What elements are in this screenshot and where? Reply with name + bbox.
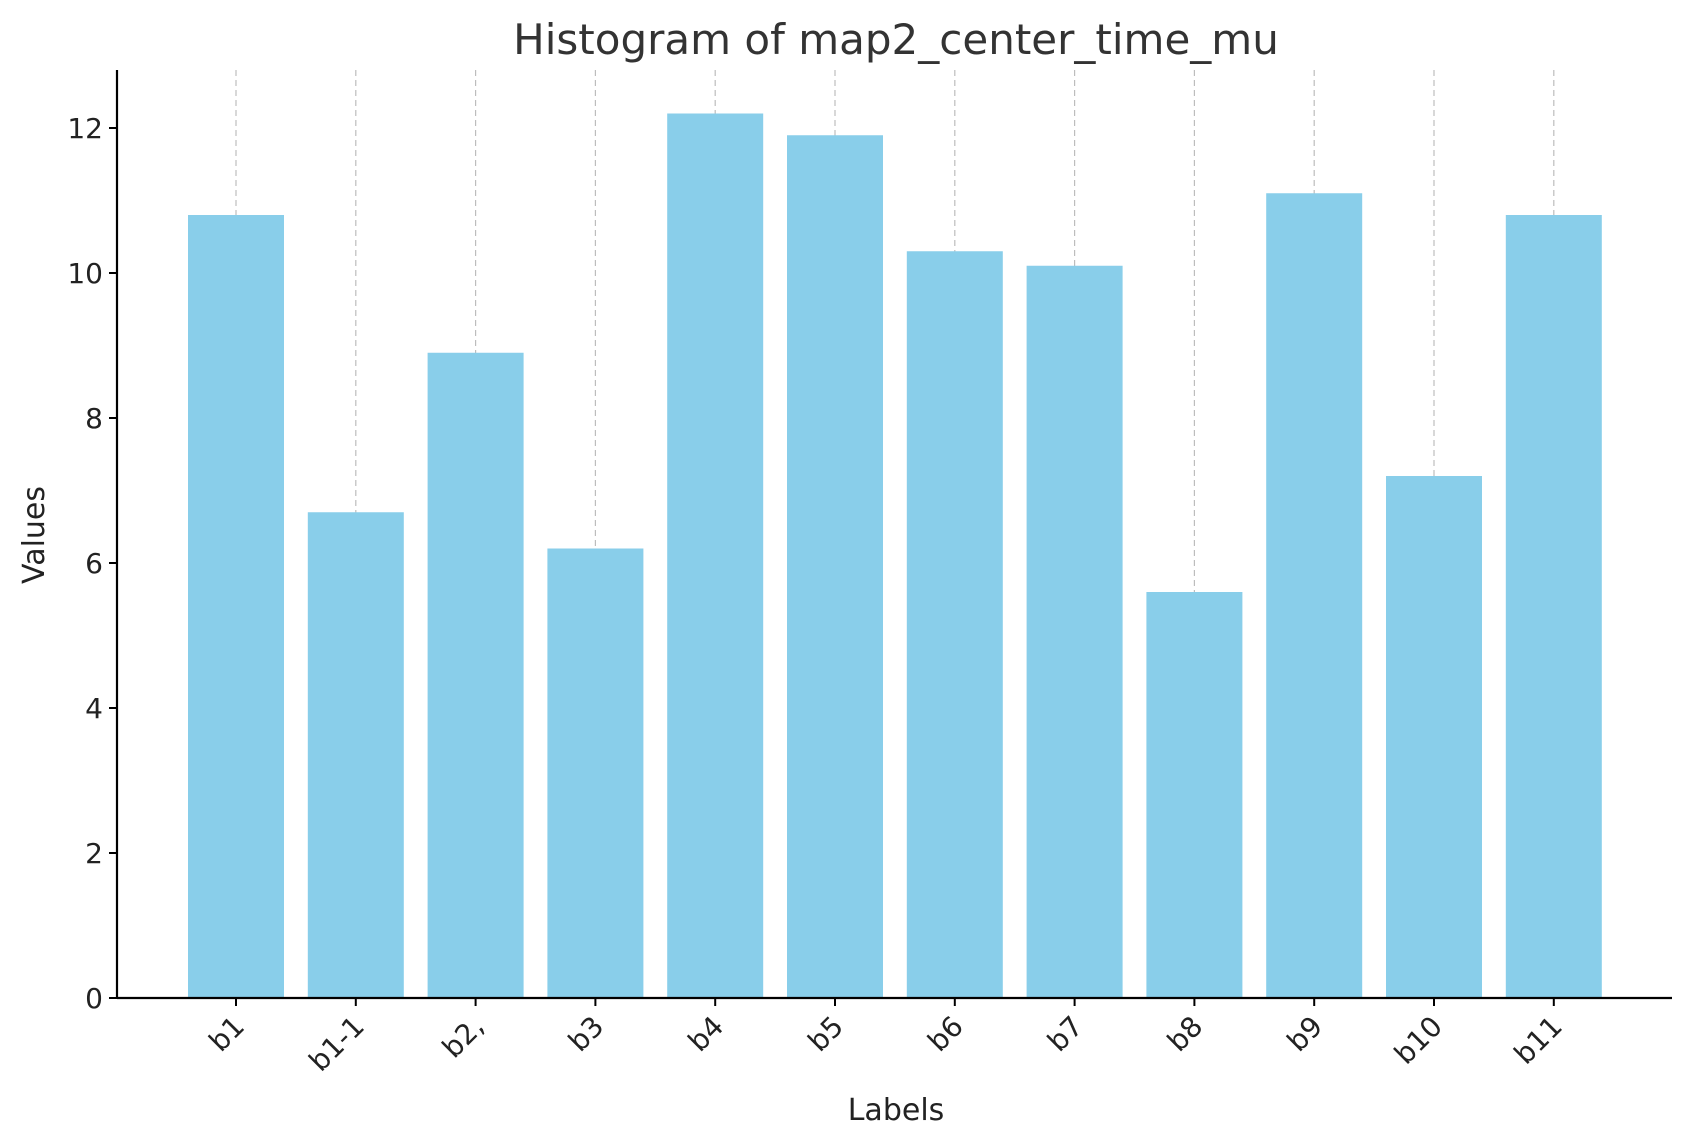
bar-b4 bbox=[667, 113, 764, 998]
x-tick-label: b8 bbox=[1161, 1010, 1210, 1059]
x-tick-label: b4 bbox=[682, 1010, 731, 1059]
bar-b7 bbox=[1026, 265, 1123, 998]
y-tick-label: 6 bbox=[85, 547, 103, 580]
x-tick-label: b1 bbox=[202, 1010, 251, 1059]
bar-b8 bbox=[1146, 592, 1243, 998]
bar-b2, bbox=[427, 352, 524, 998]
bar-b5 bbox=[787, 135, 883, 998]
x-tick-label: b7 bbox=[1041, 1010, 1090, 1059]
y-tick-label: 8 bbox=[85, 402, 103, 435]
x-tick-label: b11 bbox=[1508, 1010, 1569, 1071]
x-axis-label: Labels bbox=[848, 1093, 945, 1128]
x-ticks: b1 b1-1 b2, b3 b4 b5 b6 b7 b8 b9 b10 b11 bbox=[202, 998, 1569, 1078]
y-tick-label: 10 bbox=[67, 257, 103, 290]
axes bbox=[115, 70, 1672, 1000]
x-tick-label: b5 bbox=[801, 1010, 850, 1059]
bar-b3 bbox=[547, 548, 644, 998]
chart-title: Histogram of map2_center_time_mu bbox=[513, 15, 1279, 64]
bar-b6 bbox=[906, 251, 1003, 998]
x-tick-label: b6 bbox=[921, 1010, 970, 1059]
x-tick-label: b10 bbox=[1388, 1010, 1449, 1071]
x-tick-label: b2, bbox=[436, 1010, 491, 1065]
bar-b10 bbox=[1386, 476, 1482, 998]
y-tick-label: 12 bbox=[67, 112, 103, 145]
bar-b9 bbox=[1266, 193, 1363, 998]
y-tick-label: 0 bbox=[85, 982, 103, 1015]
x-tick-label: b1-1 bbox=[303, 1010, 371, 1078]
x-tick-label: b9 bbox=[1281, 1010, 1330, 1059]
x-tick-label: b3 bbox=[562, 1010, 611, 1059]
y-tick-label: 2 bbox=[85, 837, 103, 870]
y-tick-label: 4 bbox=[85, 692, 103, 725]
y-axis-label: Values bbox=[17, 486, 52, 584]
y-ticks: 0 2 4 6 8 10 12 bbox=[67, 112, 117, 1015]
bars bbox=[188, 113, 1602, 998]
bar-b1-1 bbox=[307, 512, 404, 998]
bar-b1 bbox=[188, 215, 284, 998]
bar-b11 bbox=[1505, 215, 1602, 998]
